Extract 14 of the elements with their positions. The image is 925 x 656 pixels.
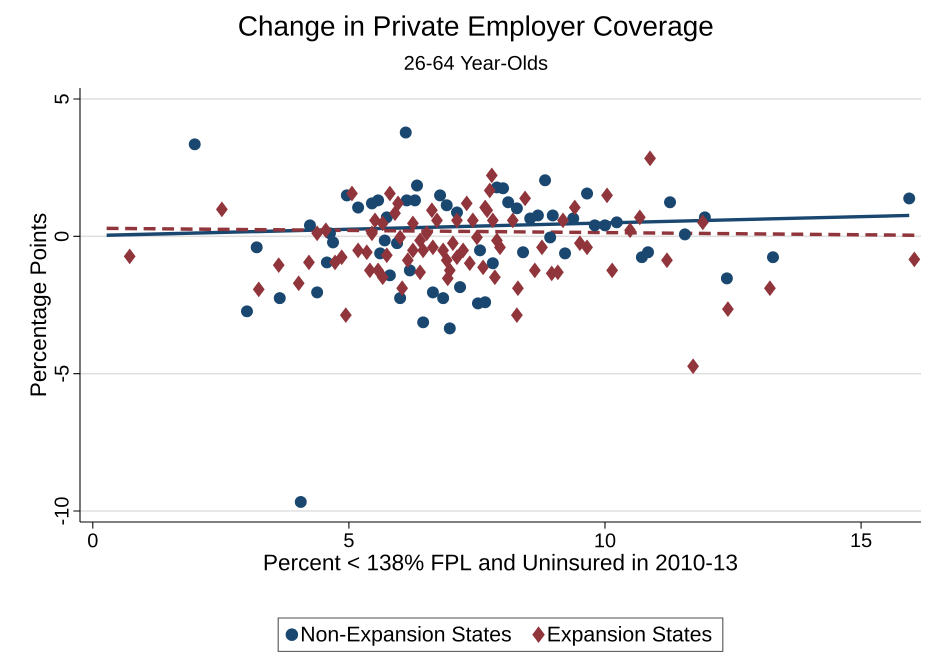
x-tick-label: 15: [852, 533, 872, 548]
legend-label: Expansion States: [548, 626, 712, 646]
x-tick-label: 10: [595, 533, 616, 548]
y-tick-label: -10: [54, 497, 69, 525]
x-tick-label: 5: [344, 533, 354, 548]
y-tick-label: 0: [54, 232, 69, 242]
chart-title: Change in Private Employer Coverage: [239, 15, 713, 42]
y-tick-label: 5: [54, 94, 69, 104]
chart-subtitle: 26-64 Year-Olds: [404, 55, 548, 70]
y-tick-label: -5: [54, 366, 69, 382]
y-axis-title: Percentage Points: [30, 214, 51, 396]
x-axis-title: Percent < 138% FPL and Uninsured in 2010-13: [264, 554, 737, 570]
x-tick-label: 0: [88, 533, 98, 548]
legend-label: Non-Expansion States: [302, 626, 511, 646]
